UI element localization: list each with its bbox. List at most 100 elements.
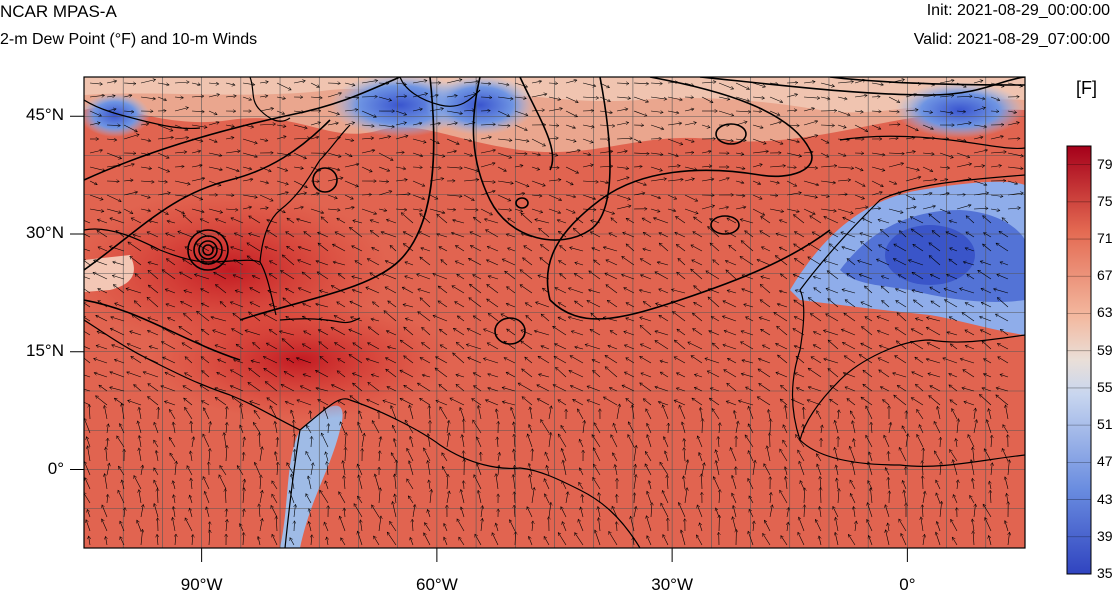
wind-arrow bbox=[752, 208, 765, 215]
wind-arrow bbox=[395, 136, 408, 140]
wind-arrow bbox=[225, 125, 234, 127]
wind-arrow bbox=[990, 152, 1006, 153]
wind-arrow bbox=[905, 110, 918, 111]
wind-arrow bbox=[922, 153, 934, 154]
wind-arrow bbox=[990, 136, 1003, 140]
wind-arrow bbox=[922, 166, 933, 172]
wind-arrow bbox=[752, 97, 765, 98]
wind-arrow bbox=[932, 231, 941, 238]
wind-arrow bbox=[429, 108, 444, 112]
wind-arrow bbox=[451, 233, 465, 238]
wind-arrow bbox=[939, 152, 953, 158]
wind-arrow bbox=[208, 180, 221, 186]
wind-arrow bbox=[412, 93, 428, 98]
wind-arrow bbox=[820, 138, 829, 143]
wind-arrow bbox=[174, 97, 183, 98]
wind-arrow bbox=[378, 181, 389, 182]
wind-arrow bbox=[820, 180, 836, 183]
wind-arrow bbox=[708, 227, 720, 238]
wind-arrow bbox=[225, 209, 238, 210]
wind-arrow bbox=[769, 110, 780, 115]
wind-arrow bbox=[609, 233, 618, 238]
wind-arrow bbox=[956, 179, 971, 182]
wind-arrow bbox=[633, 166, 642, 167]
wind-arrow bbox=[327, 152, 341, 157]
colorbar-label: 71 bbox=[1097, 230, 1113, 247]
wind-arrow bbox=[735, 181, 744, 183]
wind-arrow bbox=[837, 82, 854, 83]
wind-arrow bbox=[565, 96, 578, 103]
wind-arrow bbox=[412, 123, 422, 125]
wind-arrow bbox=[676, 216, 686, 224]
wind-arrow bbox=[316, 261, 329, 266]
wind-arrow bbox=[667, 209, 676, 211]
wind-arrow bbox=[293, 180, 307, 188]
wind-arrow bbox=[871, 152, 885, 155]
wind-arrow bbox=[973, 193, 989, 196]
wind-arrow bbox=[701, 151, 711, 153]
wind-arrow bbox=[616, 109, 628, 112]
wind-arrow bbox=[439, 247, 448, 252]
wind-arrow bbox=[217, 233, 227, 238]
wind-arrow bbox=[191, 151, 201, 154]
wind-arrow bbox=[769, 83, 778, 84]
wind-arrow bbox=[497, 110, 510, 117]
wind-arrow bbox=[89, 83, 102, 84]
wind-arrow bbox=[793, 215, 805, 224]
wind-arrow bbox=[939, 193, 949, 195]
wind-arrow bbox=[508, 248, 516, 252]
wind-arrow bbox=[327, 209, 340, 210]
wind-arrow bbox=[531, 138, 546, 146]
wind-arrow bbox=[854, 180, 865, 186]
wind-arrow bbox=[939, 110, 953, 113]
wind-arrow bbox=[667, 152, 678, 156]
wind-arrow bbox=[888, 124, 900, 125]
wind-arrow bbox=[990, 195, 1003, 197]
wind-arrow bbox=[395, 83, 407, 85]
wind-arrow bbox=[582, 97, 599, 98]
wind-arrow bbox=[497, 96, 513, 99]
wind-arrow bbox=[611, 218, 618, 224]
wind-arrow bbox=[626, 218, 635, 224]
wind-arrow bbox=[786, 125, 799, 126]
wind-arrow bbox=[157, 193, 170, 196]
wind-arrow bbox=[401, 213, 414, 224]
wind-arrow bbox=[208, 166, 222, 170]
wind-arrow bbox=[174, 82, 189, 83]
wind-arrow bbox=[231, 218, 244, 224]
wind-arrow bbox=[420, 214, 431, 224]
wind-arrow bbox=[514, 180, 529, 187]
wind-arrow bbox=[899, 231, 907, 238]
wind-arrow bbox=[922, 180, 937, 181]
wind-arrow bbox=[667, 110, 679, 113]
wind-arrow bbox=[242, 138, 257, 143]
wind-arrow bbox=[191, 111, 204, 112]
wind-arrow bbox=[860, 233, 873, 238]
wind-arrow bbox=[929, 243, 941, 252]
wind-arrow bbox=[463, 94, 476, 98]
wind-arrow bbox=[727, 218, 737, 224]
wind-arrow bbox=[213, 261, 227, 266]
wind-arrow bbox=[298, 260, 312, 266]
wind-arrow bbox=[616, 177, 629, 182]
wind-arrow bbox=[650, 208, 660, 212]
wind-arrow bbox=[776, 234, 788, 238]
wind-arrow bbox=[225, 137, 234, 139]
wind-arrow bbox=[276, 97, 286, 99]
wind-arrow bbox=[265, 247, 278, 252]
wind-arrow bbox=[167, 221, 176, 223]
wind-arrow bbox=[208, 122, 219, 126]
wind-arrow bbox=[983, 216, 992, 224]
wind-arrow bbox=[225, 96, 236, 97]
wind-arrow bbox=[590, 232, 601, 238]
wind-arrow bbox=[718, 110, 734, 116]
wind-arrow bbox=[752, 82, 766, 87]
wind-arrow bbox=[990, 82, 1004, 87]
wind-arrow bbox=[599, 111, 612, 113]
wind-arrow bbox=[412, 194, 425, 199]
wind-arrow bbox=[878, 220, 890, 224]
wind-arrow bbox=[166, 259, 176, 266]
wind-arrow bbox=[514, 165, 523, 167]
wind-arrow bbox=[531, 110, 545, 111]
wind-arrow bbox=[497, 139, 512, 141]
